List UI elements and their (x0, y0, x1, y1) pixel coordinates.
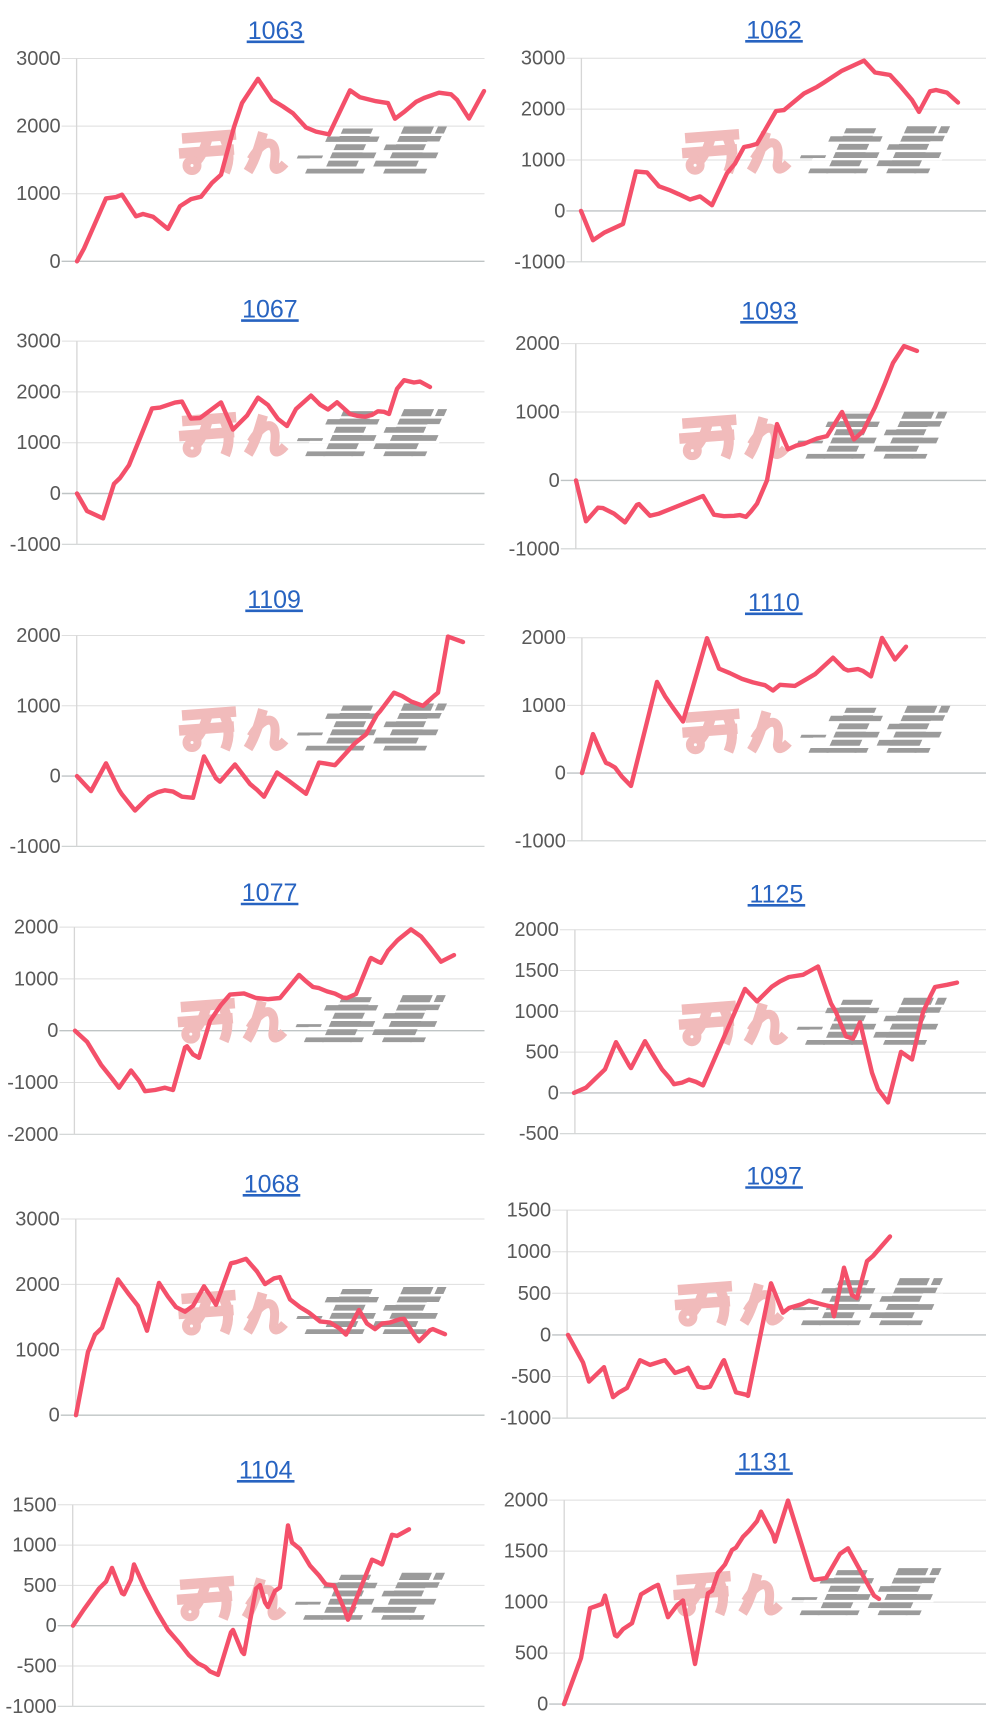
svg-text:-1000: -1000 (10, 534, 61, 556)
svg-text:1131: 1131 (737, 1449, 791, 1477)
svg-text:0: 0 (47, 1020, 58, 1042)
svg-text:2000: 2000 (16, 116, 61, 138)
svg-text:0: 0 (49, 251, 60, 273)
svg-text:2000: 2000 (14, 917, 59, 939)
svg-text:-1000: -1000 (7, 1072, 58, 1094)
svg-text:0: 0 (555, 763, 566, 785)
svg-text:2000: 2000 (521, 627, 566, 649)
svg-text:1097: 1097 (746, 1163, 802, 1191)
svg-text:1000: 1000 (14, 968, 59, 990)
svg-text:2000: 2000 (521, 99, 566, 121)
svg-text:1000: 1000 (514, 1001, 559, 1023)
svg-text:0: 0 (49, 1405, 60, 1427)
svg-text:1000: 1000 (16, 432, 61, 454)
svg-text:-2000: -2000 (7, 1124, 58, 1146)
svg-text:0: 0 (537, 1694, 548, 1716)
svg-text:1067: 1067 (242, 296, 298, 324)
svg-text:500: 500 (526, 1042, 559, 1064)
svg-text:-500: -500 (17, 1656, 57, 1678)
svg-text:500: 500 (23, 1575, 56, 1597)
svg-text:1125: 1125 (750, 880, 804, 908)
svg-text:3000: 3000 (15, 1209, 60, 1231)
svg-text:0: 0 (50, 483, 61, 505)
svg-text:2000: 2000 (16, 625, 61, 647)
svg-text:1000: 1000 (507, 1241, 552, 1263)
svg-text:500: 500 (515, 1643, 548, 1665)
svg-text:1077: 1077 (242, 879, 298, 907)
svg-text:2000: 2000 (515, 333, 560, 355)
svg-text:500: 500 (518, 1283, 551, 1305)
svg-text:-1000: -1000 (10, 836, 61, 858)
svg-text:3000: 3000 (521, 48, 566, 70)
svg-text:-1000: -1000 (515, 830, 566, 852)
svg-text:2000: 2000 (15, 1274, 60, 1296)
svg-text:-1000: -1000 (514, 251, 565, 273)
svg-text:1500: 1500 (514, 960, 559, 982)
svg-text:2000: 2000 (514, 919, 559, 941)
svg-text:1500: 1500 (507, 1200, 552, 1222)
svg-text:0: 0 (549, 470, 560, 492)
svg-text:1000: 1000 (15, 1339, 60, 1361)
svg-text:1000: 1000 (515, 402, 560, 424)
svg-text:3000: 3000 (16, 331, 61, 353)
svg-text:1110: 1110 (748, 589, 800, 617)
svg-text:-1000: -1000 (500, 1408, 551, 1430)
svg-text:0: 0 (540, 1324, 551, 1346)
svg-text:-1000: -1000 (6, 1696, 57, 1718)
svg-text:2000: 2000 (504, 1490, 549, 1512)
svg-text:0: 0 (50, 766, 61, 788)
svg-text:1109: 1109 (247, 586, 301, 614)
svg-text:1000: 1000 (16, 695, 61, 717)
svg-text:1063: 1063 (248, 17, 304, 45)
svg-text:1093: 1093 (741, 297, 797, 325)
svg-text:0: 0 (554, 200, 565, 222)
svg-text:1068: 1068 (244, 1170, 300, 1198)
svg-text:0: 0 (548, 1082, 559, 1104)
svg-text:-1000: -1000 (509, 538, 560, 560)
svg-text:1000: 1000 (521, 695, 566, 717)
svg-text:1500: 1500 (12, 1494, 57, 1516)
svg-text:1062: 1062 (746, 16, 802, 44)
svg-text:1000: 1000 (16, 183, 61, 205)
svg-text:-500: -500 (519, 1123, 559, 1145)
svg-text:2000: 2000 (16, 381, 61, 403)
svg-text:0: 0 (46, 1615, 57, 1637)
svg-text:-500: -500 (511, 1366, 551, 1388)
svg-text:1000: 1000 (504, 1592, 549, 1614)
svg-text:1104: 1104 (239, 1456, 293, 1484)
svg-text:3000: 3000 (16, 48, 61, 70)
svg-text:1000: 1000 (521, 150, 566, 172)
svg-text:1500: 1500 (504, 1541, 549, 1563)
svg-text:1000: 1000 (12, 1535, 57, 1557)
